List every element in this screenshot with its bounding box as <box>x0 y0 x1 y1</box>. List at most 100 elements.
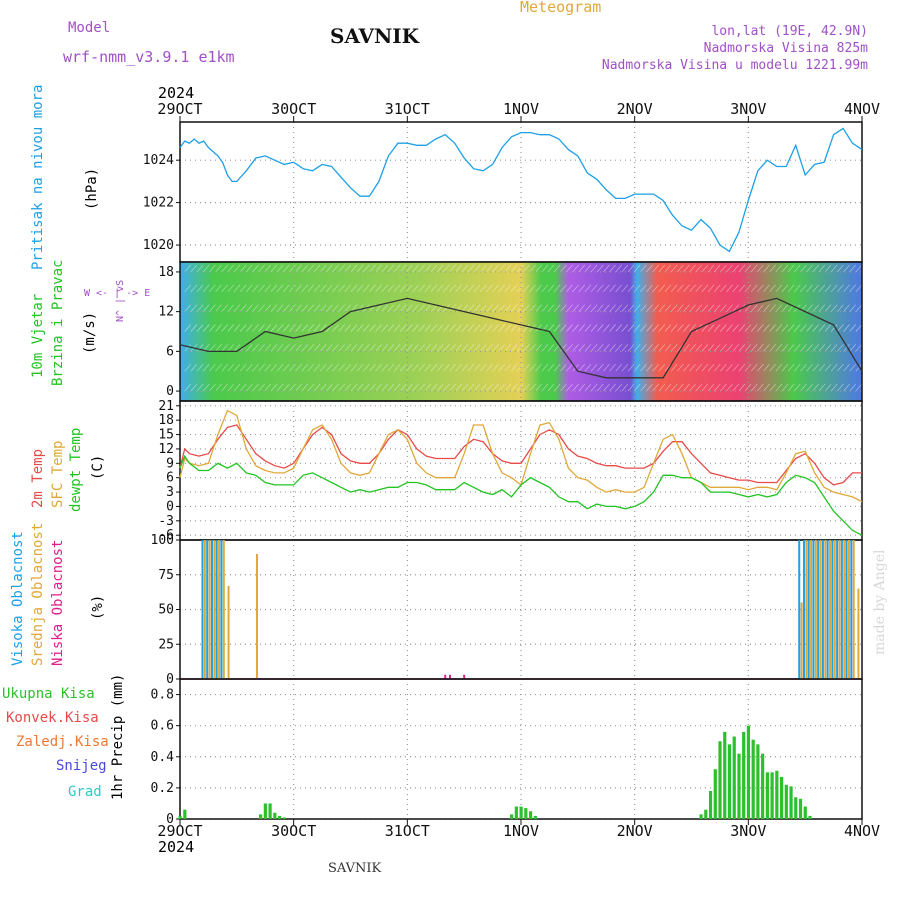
wind-barb <box>855 284 863 292</box>
wind-barb <box>572 344 579 352</box>
wind-barb <box>449 324 456 332</box>
wind-barb <box>467 344 475 352</box>
wind-barb <box>301 383 308 392</box>
wind-barb <box>861 324 869 332</box>
wind-barb <box>498 383 505 392</box>
wind-barb <box>455 324 462 332</box>
wind-barb <box>196 344 204 352</box>
wind-barb <box>375 264 382 273</box>
wind-barb <box>800 364 807 372</box>
wind-barb <box>258 344 265 352</box>
wind-barb <box>289 284 296 292</box>
wind-barb <box>184 284 191 292</box>
wind-barb <box>652 304 659 312</box>
wind-barb <box>633 264 641 273</box>
wind-barb <box>227 344 235 352</box>
wind-barb <box>190 364 198 372</box>
wind-barb <box>467 364 475 372</box>
precip-bar <box>718 741 722 819</box>
wind-barb <box>326 264 333 273</box>
wind-barb <box>861 383 869 392</box>
wind-barb <box>769 304 776 312</box>
wind-barb <box>449 364 456 372</box>
wind-barb <box>215 284 222 292</box>
wind-barb <box>326 304 333 312</box>
date-label-bottom: 3NOV <box>730 822 766 840</box>
wind-barb <box>350 304 358 312</box>
wind-barb <box>535 284 542 292</box>
wind-barb <box>849 284 856 292</box>
wind-barb <box>381 364 388 372</box>
wind-barb <box>510 304 518 312</box>
wind-barb <box>344 364 352 372</box>
precip-bar <box>727 744 732 819</box>
wind-barb <box>412 264 419 273</box>
wind-barb <box>473 344 481 352</box>
wind-barb <box>720 304 727 312</box>
model-name: wrf-nmm_v3.9.1 e1km <box>63 48 235 66</box>
wind-barb <box>498 344 505 352</box>
wind-barb <box>824 344 832 352</box>
wind-barb <box>584 324 592 332</box>
wind-barb <box>418 324 425 332</box>
wind-barb <box>190 324 198 332</box>
wind-barb <box>319 284 327 292</box>
wind-barb <box>424 383 432 392</box>
wind-barb <box>732 344 739 352</box>
wind-barb <box>547 284 555 292</box>
wind-barb <box>621 344 629 352</box>
wind-barb <box>855 304 863 312</box>
temp-2m-line <box>179 424 862 486</box>
wind-barb <box>436 364 444 372</box>
wind-barb <box>603 284 610 292</box>
wind-barb <box>492 324 499 332</box>
wind-barb <box>467 324 475 332</box>
wind-barb <box>196 364 204 372</box>
wind-barb <box>276 324 284 332</box>
wind-barb <box>609 344 616 352</box>
wind-barb <box>775 304 783 312</box>
wind-barb <box>670 264 678 273</box>
wind-barb <box>375 304 382 312</box>
wind-barb <box>270 304 278 312</box>
temp-sfc-line <box>179 409 863 503</box>
wind-barb <box>400 344 407 352</box>
wind-barb <box>621 383 629 392</box>
wind-barb <box>658 284 666 292</box>
wind-barb <box>202 264 210 273</box>
wind-barb <box>787 364 795 372</box>
wind-barb <box>258 264 265 273</box>
wind-barb <box>646 383 653 392</box>
precip-bar <box>789 786 793 819</box>
wind-barb <box>412 364 419 372</box>
wind-barb <box>707 304 715 312</box>
wind-barb <box>615 264 622 273</box>
wind-barb <box>689 304 696 312</box>
wind-barb <box>381 284 388 292</box>
wind-barb <box>843 284 850 292</box>
wind-barb <box>738 284 746 292</box>
y-tick-label: 3 <box>166 485 174 500</box>
wind-barb <box>239 284 247 292</box>
wind-barb <box>430 324 438 332</box>
wind-barb <box>480 364 487 372</box>
wind-barb <box>486 383 493 392</box>
wind-barb <box>738 324 746 332</box>
wind-barb <box>683 264 690 273</box>
wind-barb <box>492 264 499 273</box>
wind-barb <box>763 264 770 273</box>
wind-barb <box>406 324 413 332</box>
y-tick-label: 0 <box>166 672 174 687</box>
wind-barb <box>670 324 678 332</box>
wind-barb <box>467 383 475 392</box>
wind-barb <box>215 264 222 273</box>
precip-bar <box>723 731 727 819</box>
wind-barb <box>658 264 666 273</box>
wind-barb <box>670 383 678 392</box>
wind-barb <box>276 344 284 352</box>
wind-barb <box>221 324 228 332</box>
wind-barb <box>215 344 222 352</box>
wind-barb <box>233 264 241 273</box>
wind-barb <box>436 344 444 352</box>
wind-barb <box>560 324 567 332</box>
